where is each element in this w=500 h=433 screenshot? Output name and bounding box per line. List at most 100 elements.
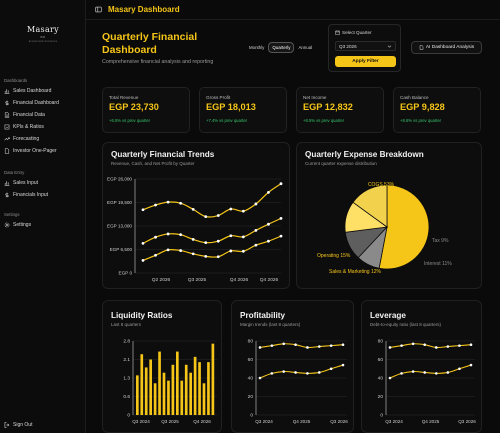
leverage-title: Leverage: [370, 311, 406, 320]
data-point: [317, 371, 321, 374]
leverage-chart: 0 20 40 60 80 Q3 2024 Q4 2025 Q3 2026: [378, 339, 477, 424]
data-point: [279, 234, 283, 238]
liquidity-subtitle: Last 8 quarters: [111, 322, 142, 327]
data-point: [341, 343, 345, 346]
sidebar-toggle-icon[interactable]: [95, 6, 102, 13]
x-tick-label: Q4 2025: [293, 419, 311, 424]
tab-quarterly[interactable]: Quarterly: [268, 42, 295, 53]
liquidity-bar: [202, 383, 206, 415]
x-tick-label: Q4 2026: [193, 419, 211, 424]
liquidity-bar: [144, 367, 148, 415]
sidebar-item-kpis-ratios[interactable]: KPIs & Ratios: [4, 122, 82, 131]
y-tick-label: 20: [378, 394, 384, 400]
liquidity-bar: [140, 354, 144, 415]
expense-subtitle: Current quarter expense distribution: [305, 161, 377, 166]
document-icon: [419, 45, 424, 50]
header-title: Masary Dashboard: [108, 5, 180, 14]
logout-icon: [4, 422, 10, 428]
brand-logo[interactable]: Masary BR accelerate business: [0, 25, 86, 43]
data-point: [469, 343, 473, 346]
top-bar: Masary Dashboard: [86, 0, 500, 20]
quarter-label: Select Quarter: [335, 30, 372, 35]
y-tick-label: EGP 26,000: [107, 177, 132, 182]
x-tick-label: Q4 2025: [422, 419, 440, 424]
y-tick-label: EGP 13,000: [107, 224, 132, 229]
sign-out-label: Sign Out: [13, 422, 33, 428]
data-point: [270, 372, 274, 375]
profitability-panel: Profitability Margin trends (last 8 quar…: [231, 300, 354, 433]
data-point: [411, 342, 415, 346]
data-point: [229, 234, 233, 238]
sidebar-item-label: Financial Dashboard: [13, 99, 59, 106]
y-tick-label: 40: [378, 376, 384, 382]
data-point: [191, 207, 195, 211]
data-point: [216, 214, 220, 217]
kpi-label: Net Income: [303, 95, 327, 100]
sidebar-item-label: Forecasting: [13, 135, 40, 142]
sidebar-item-settings[interactable]: Settings: [4, 220, 82, 229]
brand-sub: BR: [40, 35, 46, 39]
kpi-change: +8.5% vs prev quarter: [303, 118, 345, 123]
tab-monthly[interactable]: Monthly: [249, 45, 265, 50]
x-tick-label: Q4 2026: [230, 277, 249, 283]
chart-icon: [4, 180, 10, 186]
tab-annual[interactable]: Annual: [298, 45, 313, 50]
sidebar-item-label: KPIs & Ratios: [13, 123, 44, 130]
x-tick-label: Q3 2024: [132, 419, 150, 424]
profitability-subtitle: Margin trends (last 8 quarters): [240, 322, 301, 327]
y-tick-label: 40: [248, 376, 254, 382]
liquidity-chart: 0 0.6 1.3 2.1 2.8 Q3 2024 Q3 2025 Q4 2026: [123, 339, 217, 424]
quarter-label-text: Select Quarter: [342, 30, 372, 35]
data-point: [216, 255, 220, 259]
data-point: [254, 243, 258, 247]
sidebar-item-label: Sales Dashboard: [13, 87, 52, 94]
data-point: [388, 346, 392, 349]
brand-tagline: accelerate business: [28, 40, 58, 43]
page-subtitle: Comprehensive financial analysis and rep…: [102, 59, 214, 65]
x-tick-label: Q3 2025: [188, 277, 207, 283]
liquidity-panel: Liquidity Ratios Last 8 quarters 0 0.6 1.3…: [102, 300, 222, 433]
data-point: [388, 376, 392, 380]
quarter-select[interactable]: Q3 2026: [335, 41, 396, 51]
y-tick-label: EGP 19,500: [107, 200, 132, 205]
liquidity-bar: [153, 383, 157, 415]
data-point: [279, 182, 283, 186]
y-tick-label: 0.6: [123, 394, 130, 400]
apply-filter-button[interactable]: Apply Filter: [335, 56, 396, 67]
sidebar-item-label: Financial Data: [13, 111, 45, 118]
data-point: [204, 241, 208, 245]
x-tick-label: Q3 2024: [385, 419, 403, 424]
sidebar: Masary BR accelerate business Dashboards…: [0, 0, 86, 433]
kpi-value: EGP 12,832: [303, 102, 353, 112]
ai-analysis-button[interactable]: AI Dashboard Analysis: [411, 41, 482, 54]
liquidity-bar: [149, 359, 152, 415]
data-point: [279, 217, 283, 220]
data-point: [317, 345, 321, 348]
sidebar-item-forecasting[interactable]: Forecasting: [4, 134, 82, 143]
document-icon: [4, 111, 10, 118]
data-point: [191, 237, 195, 241]
sign-out-button[interactable]: Sign Out: [4, 422, 32, 428]
data-point: [216, 239, 220, 243]
y-tick-label: 80: [378, 339, 384, 345]
y-tick-label: 0: [380, 413, 383, 419]
sidebar-item-label: Investor One-Pager: [13, 147, 57, 154]
sidebar-item-financial-dashboard[interactable]: Financial Dashboard: [4, 98, 82, 107]
x-tick-label: Q3 2026: [330, 419, 348, 424]
y-tick-label: EGP 0: [119, 271, 133, 276]
chevron-down-icon: [387, 45, 392, 48]
sidebar-item-sales-input[interactable]: Sales Input: [4, 178, 82, 187]
liquidity-bar: [136, 375, 139, 415]
sidebar-item-sales-dashboard[interactable]: Sales Dashboard: [4, 86, 82, 95]
kpi-label: Gross Profit: [206, 95, 231, 100]
sidebar-item-financials-input[interactable]: Financials Input: [4, 190, 82, 199]
liquidity-bar: [207, 362, 210, 415]
chart-icon: [4, 88, 10, 94]
sidebar-item-financial-data[interactable]: Financial Data: [4, 110, 82, 119]
sidebar-item-investor-one-pager[interactable]: Investor One-Pager: [4, 146, 82, 155]
data-point: [229, 207, 233, 211]
data-point: [204, 254, 208, 258]
data-point: [179, 233, 183, 237]
data-point: [267, 222, 270, 226]
